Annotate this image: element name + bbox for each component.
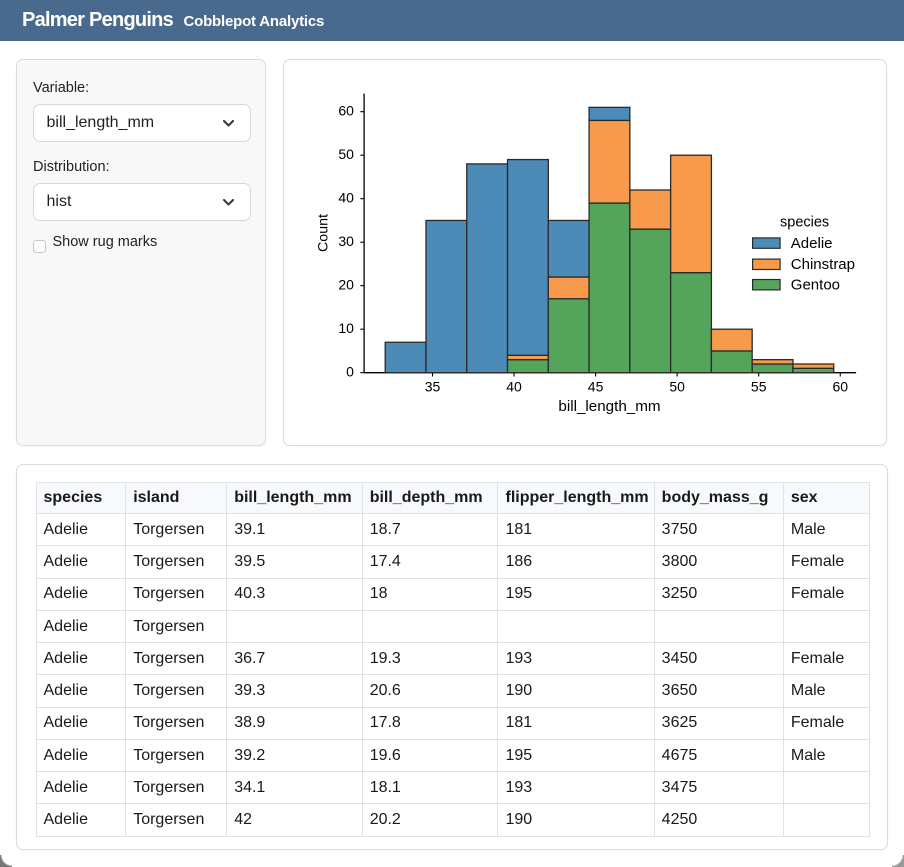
svg-text:bill_length_mm: bill_length_mm	[559, 397, 661, 414]
svg-text:30: 30	[339, 233, 355, 249]
svg-text:60: 60	[833, 378, 849, 394]
svg-text:50: 50	[670, 378, 686, 394]
svg-text:55: 55	[751, 378, 767, 394]
svg-text:species: species	[780, 214, 829, 230]
svg-text:50: 50	[339, 146, 355, 162]
svg-text:Count: Count	[316, 214, 332, 252]
svg-text:0: 0	[346, 363, 354, 379]
svg-text:Chinstrap: Chinstrap	[791, 256, 855, 273]
svg-text:Gentoo: Gentoo	[791, 276, 840, 293]
svg-text:35: 35	[425, 378, 441, 394]
svg-text:40: 40	[339, 189, 355, 205]
svg-text:45: 45	[588, 378, 604, 394]
svg-text:Adelie: Adelie	[791, 235, 833, 252]
svg-text:60: 60	[339, 102, 355, 118]
svg-text:10: 10	[339, 320, 355, 336]
svg-text:40: 40	[507, 378, 523, 394]
svg-text:20: 20	[339, 276, 355, 292]
